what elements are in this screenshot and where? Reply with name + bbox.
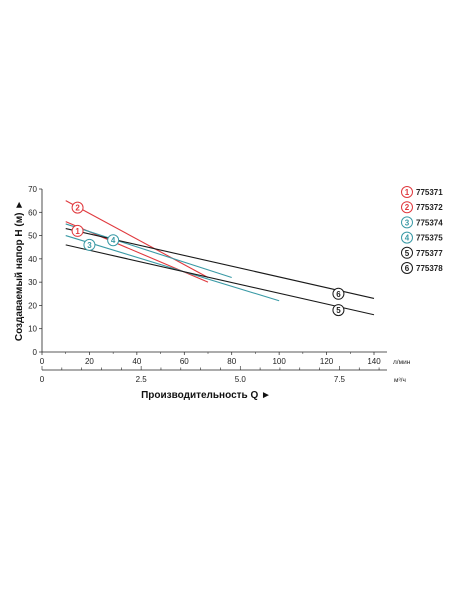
- legend-marker-5: [401, 246, 413, 259]
- x-tick-label: 0: [40, 357, 45, 366]
- legend-marker-label-6: 6: [405, 264, 410, 273]
- legend-entry-775375: 775375: [416, 234, 443, 243]
- x-tick-label: 120: [320, 357, 334, 366]
- curve-markers: 1 2 3 4 5 6: [71, 201, 345, 317]
- curve-marker-label-2: 2: [75, 204, 80, 213]
- y-tick-label: 10: [28, 325, 37, 334]
- axes: [39, 188, 387, 371]
- x-tick-label: 60: [180, 357, 189, 366]
- curve-marker-label-4: 4: [111, 236, 116, 245]
- series-line-775372: [65, 200, 209, 278]
- x2-tick-label: 2.5: [136, 375, 148, 384]
- legend-marker-label-3: 3: [405, 218, 410, 227]
- x-tick-label: 40: [132, 357, 141, 366]
- curve-marker-circle-5: [332, 304, 345, 317]
- x-tick-label: 80: [227, 357, 236, 366]
- curve-marker-label-3: 3: [87, 241, 92, 250]
- tick-labels: 0 10 20 30 40 50 60 70 0 20 40 60 80 100 120 140 л/мин 0 2…: [28, 185, 411, 384]
- x-tick-label: 20: [85, 357, 94, 366]
- curve-marker-circle-2: [71, 201, 84, 214]
- series-lines: [65, 200, 375, 316]
- y-tick-label: 70: [28, 185, 37, 194]
- x-axis-title: Производительность Q ►: [141, 390, 271, 401]
- curve-marker-circle-6: [332, 287, 345, 300]
- legend-entry-775371: 775371: [416, 188, 443, 197]
- legend-marker-label-4: 4: [405, 234, 410, 243]
- curve-marker-label-6: 6: [336, 290, 341, 299]
- curve-marker-label-5: 5: [336, 306, 341, 315]
- legend: 1 775371 2 775372 3 775374 4 775375 5 775377 6 7753…: [401, 186, 443, 274]
- legend-entry-775372: 775372: [416, 203, 443, 212]
- x2-tick-label: 5.0: [235, 375, 247, 384]
- x2-unit-label: м³/ч: [394, 377, 406, 384]
- y-tick-label: 60: [28, 208, 37, 217]
- legend-entry-775377: 775377: [416, 249, 443, 258]
- legend-marker-label-1: 1: [405, 188, 410, 197]
- y-tick-label: 0: [33, 348, 38, 357]
- curve-marker-label-1: 1: [75, 227, 80, 236]
- series-line-775375: [65, 223, 232, 279]
- y-tick-label: 40: [28, 255, 37, 264]
- legend-marker-1: [401, 186, 413, 198]
- legend-entry-775374: 775374: [416, 218, 443, 227]
- x-tick-label: 140: [367, 357, 381, 366]
- legend-marker-label-5: 5: [405, 249, 410, 258]
- legend-marker-3: [401, 216, 413, 229]
- legend-marker-6: [401, 262, 413, 274]
- x-unit-label: л/мин: [393, 359, 411, 366]
- y-axis-title: Создаваемый напор H (м) ►: [14, 200, 25, 341]
- curve-marker-circle-1: [71, 224, 84, 237]
- legend-marker-2: [401, 201, 413, 214]
- legend-marker-label-2: 2: [405, 203, 410, 212]
- series-line-775374: [65, 235, 280, 302]
- y-tick-label: 30: [28, 278, 37, 287]
- series-line-775377: [65, 244, 375, 316]
- x2-tick-label: 7.5: [334, 375, 346, 384]
- curve-marker-circle-4: [107, 234, 120, 247]
- x-tick-label: 100: [272, 357, 286, 366]
- legend-entry-775378: 775378: [416, 264, 443, 273]
- legend-marker-4: [401, 231, 413, 244]
- curve-marker-circle-3: [83, 238, 96, 251]
- axis-titles: Производительность Q ► Создаваемый напор …: [14, 200, 271, 401]
- x2-tick-label: 0: [40, 375, 45, 384]
- y-tick-label: 50: [28, 232, 37, 241]
- y-tick-label: 20: [28, 301, 37, 310]
